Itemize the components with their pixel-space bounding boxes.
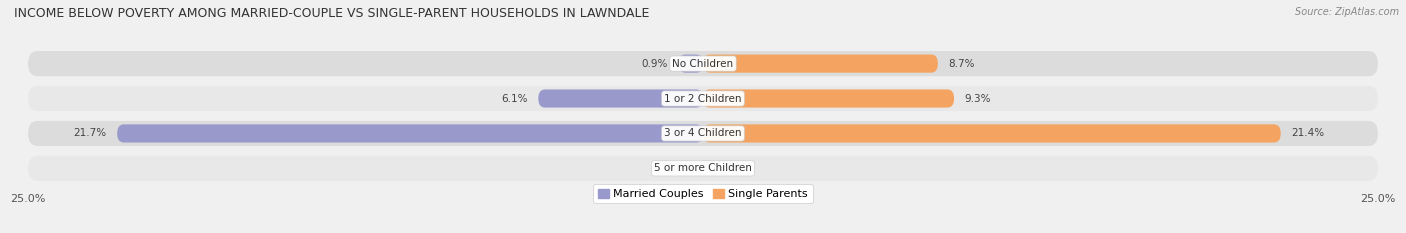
FancyBboxPatch shape: [703, 55, 938, 73]
Text: 21.7%: 21.7%: [73, 128, 107, 138]
Text: 0.9%: 0.9%: [641, 58, 668, 69]
Text: 1 or 2 Children: 1 or 2 Children: [664, 93, 742, 103]
Text: 3 or 4 Children: 3 or 4 Children: [664, 128, 742, 138]
Text: Source: ZipAtlas.com: Source: ZipAtlas.com: [1295, 7, 1399, 17]
FancyBboxPatch shape: [28, 121, 1378, 146]
Text: 6.1%: 6.1%: [501, 93, 527, 103]
FancyBboxPatch shape: [703, 124, 1281, 143]
Text: No Children: No Children: [672, 58, 734, 69]
Text: 21.4%: 21.4%: [1292, 128, 1324, 138]
FancyBboxPatch shape: [703, 89, 955, 108]
Text: 0.0%: 0.0%: [666, 163, 692, 173]
FancyBboxPatch shape: [28, 51, 1378, 76]
FancyBboxPatch shape: [538, 89, 703, 108]
Text: 8.7%: 8.7%: [949, 58, 976, 69]
Text: 5 or more Children: 5 or more Children: [654, 163, 752, 173]
FancyBboxPatch shape: [28, 156, 1378, 181]
FancyBboxPatch shape: [28, 86, 1378, 111]
Text: INCOME BELOW POVERTY AMONG MARRIED-COUPLE VS SINGLE-PARENT HOUSEHOLDS IN LAWNDAL: INCOME BELOW POVERTY AMONG MARRIED-COUPL…: [14, 7, 650, 20]
FancyBboxPatch shape: [117, 124, 703, 143]
Text: 0.0%: 0.0%: [714, 163, 740, 173]
Text: 9.3%: 9.3%: [965, 93, 991, 103]
Legend: Married Couples, Single Parents: Married Couples, Single Parents: [593, 184, 813, 203]
FancyBboxPatch shape: [679, 55, 703, 73]
